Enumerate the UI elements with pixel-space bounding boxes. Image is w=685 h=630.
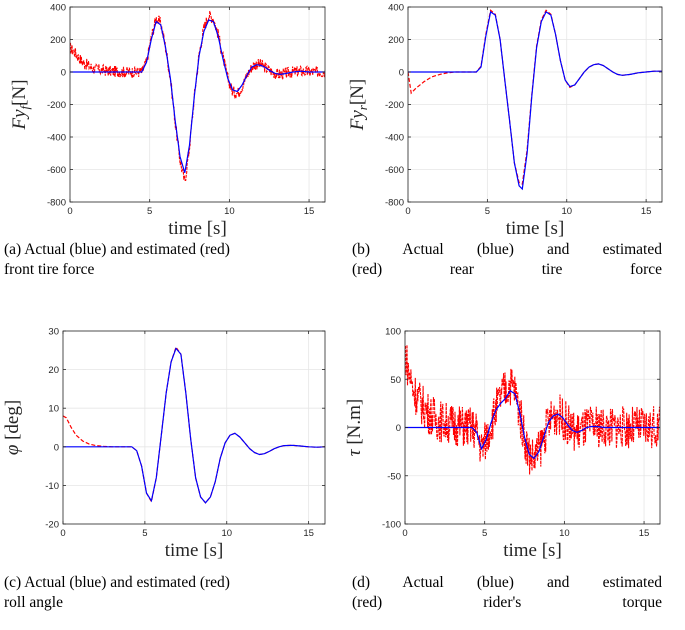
x-axis-label: time [s]: [165, 540, 224, 561]
y-tick-label: 0: [61, 68, 66, 79]
y-tick-label: -400: [385, 133, 404, 144]
x-tick-label: 15: [639, 528, 650, 539]
x-tick-label: 5: [485, 206, 490, 217]
y-tick-label: -200: [385, 100, 404, 111]
y-axis-label: Fyf[N]: [9, 79, 32, 130]
plot-area: [63, 331, 325, 524]
caption-d-line1: (d) Actual (blue) and estimated: [352, 574, 662, 591]
actual-series-line: [405, 389, 660, 460]
x-tick-label: 15: [304, 206, 315, 217]
y-tick-label: -400: [47, 133, 66, 144]
line-chart-rider-torque: 0 5 10 15 -100 -50 0 50 100 time [s] τ [N.m]: [344, 327, 661, 561]
y-axis-label: τ [N.m]: [344, 399, 365, 456]
x-tick-label: 15: [641, 206, 652, 217]
line-chart-rear-tire-force: 0 5 10 15 -800 -600 -400 -200 0 200 400 time [s] Fyr…: [347, 3, 663, 239]
y-tick-label: -10: [45, 481, 59, 492]
caption-b: (b) Actual (blue) and estimated (red) re…: [352, 240, 662, 280]
caption-d: (d) Actual (blue) and estimated (red) ri…: [352, 573, 662, 613]
y-tick-label: 0: [54, 442, 59, 453]
x-axis-label: time [s]: [503, 540, 562, 561]
caption-c-line1: (c) Actual (blue) and estimated (red): [4, 574, 230, 591]
line-chart-roll-angle: 0 5 10 15 -20 -10 0 10 20 30 time [s] φ [deg]: [2, 327, 326, 561]
actual-series-line: [408, 10, 662, 191]
y-tick-label: 0: [396, 423, 401, 434]
chart-panel-d: 0 5 10 15 -100 -50 0 50 100 time [s] τ [N.m] (d) A…: [342, 315, 685, 630]
x-tick-label: 0: [60, 528, 65, 539]
caption-c-line2: roll angle: [4, 594, 63, 611]
y-tick-label: -20: [45, 520, 59, 531]
y-tick-label: -600: [47, 165, 66, 176]
x-tick-label: 10: [559, 528, 570, 539]
y-tick-label: -800: [47, 198, 66, 209]
x-axis-label: time [s]: [168, 218, 227, 239]
x-tick-label: 5: [482, 528, 487, 539]
y-tick-label: 400: [50, 3, 66, 14]
x-tick-label: 10: [221, 528, 232, 539]
y-tick-label: 30: [48, 327, 59, 338]
x-tick-label: 15: [303, 528, 314, 539]
y-tick-label: -50: [387, 471, 401, 482]
y-tick-label: -800: [385, 198, 404, 209]
chart-panel-b: 0 5 10 15 -800 -600 -400 -200 0 200 400 time [s] Fyr…: [342, 0, 685, 315]
caption-c: (c) Actual (blue) and estimated (red) ro…: [4, 573, 324, 613]
y-tick-label: 200: [50, 35, 66, 46]
actual-series-line: [63, 347, 325, 504]
line-chart-front-tire-force: 0 5 10 15 -800 -600 -400 -200 0 200 400 time [s] Fyf…: [9, 3, 326, 239]
actual-series-line: [70, 19, 325, 173]
chart-panel-c: 0 5 10 15 -20 -10 0 10 20 30 time [s] φ [deg] (c) A…: [0, 315, 342, 630]
y-tick-label: 0: [399, 68, 404, 79]
x-tick-label: 10: [224, 206, 235, 217]
caption-a: (a) Actual (blue) and estimated (red) fr…: [4, 240, 324, 280]
x-tick-label: 0: [405, 206, 410, 217]
y-tick-label: -100: [382, 520, 401, 531]
y-axis-label: Fyr[N]: [347, 79, 370, 132]
y-tick-label: 200: [388, 35, 404, 46]
caption-d-line2: (red) rider's torque: [352, 594, 662, 611]
caption-b-line2: (red) rear tire force: [352, 261, 662, 278]
x-axis-label: time [s]: [506, 218, 565, 239]
caption-a-line1: (a) Actual (blue) and estimated (red): [4, 241, 230, 258]
caption-b-line1: (b) Actual (blue) and estimated: [352, 241, 662, 258]
y-tick-label: 10: [48, 404, 59, 415]
x-tick-label: 10: [561, 206, 572, 217]
chart-panel-a: 0 5 10 15 -800 -600 -400 -200 0 200 400 time [s] Fyf…: [0, 0, 342, 315]
x-tick-label: 5: [147, 206, 152, 217]
y-tick-label: 50: [390, 375, 401, 386]
y-tick-label: -200: [47, 100, 66, 111]
y-tick-label: 100: [385, 327, 401, 338]
y-tick-label: 20: [48, 365, 59, 376]
x-tick-label: 0: [402, 528, 407, 539]
y-axis-label: φ [deg]: [2, 400, 23, 455]
x-tick-label: 0: [67, 206, 72, 217]
caption-a-line2: front tire force: [4, 261, 95, 278]
y-tick-label: 400: [388, 3, 404, 14]
axes-box: [62, 330, 326, 525]
y-tick-label: -600: [385, 165, 404, 176]
x-tick-label: 5: [142, 528, 147, 539]
estimated-series-line: [405, 344, 660, 475]
